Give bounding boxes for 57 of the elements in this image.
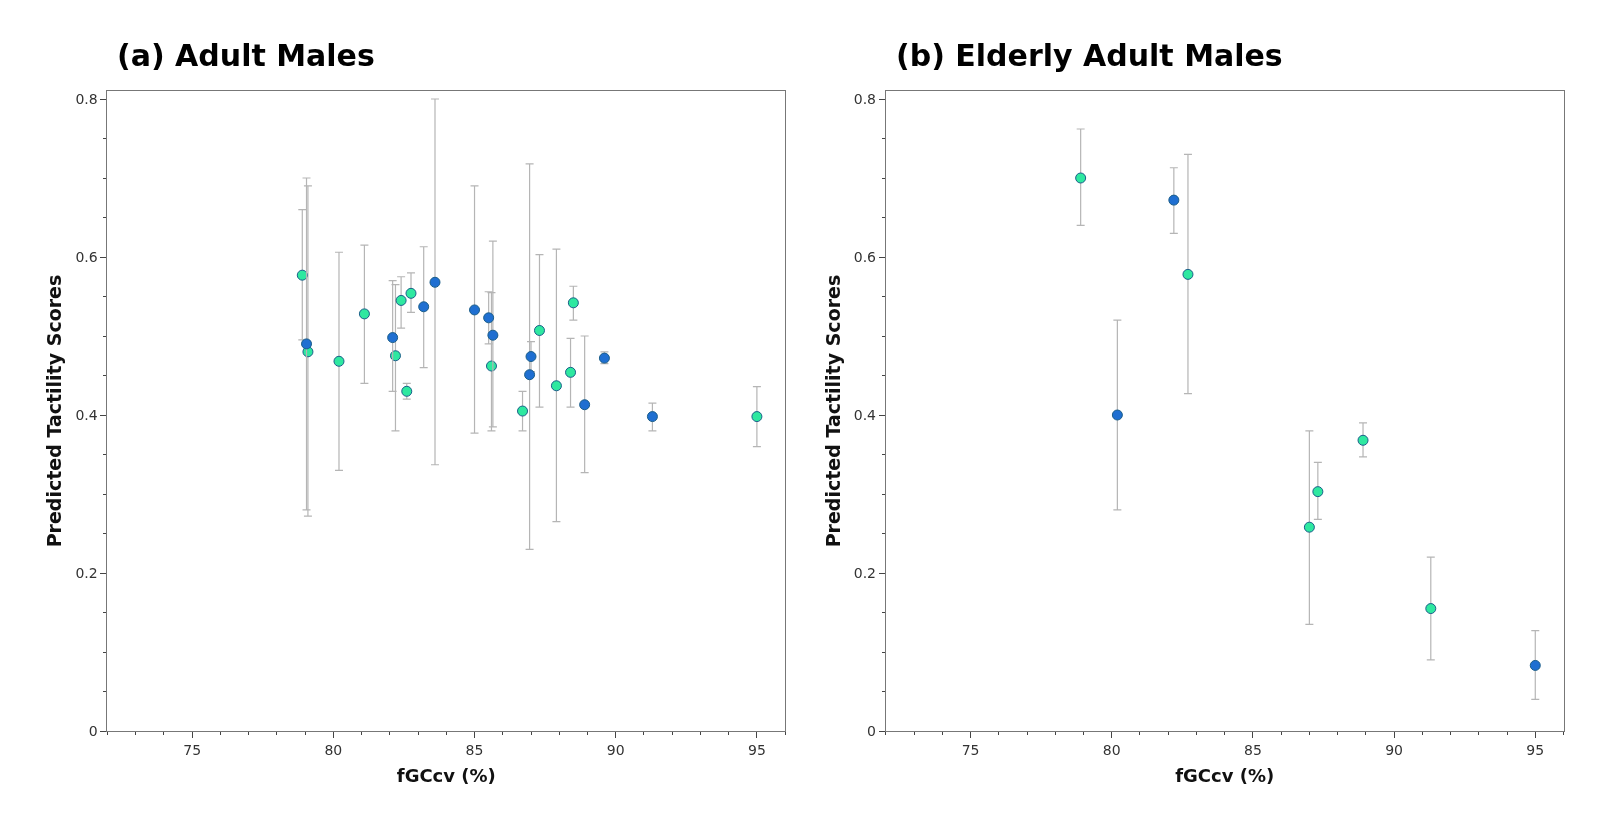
point	[1303, 521, 1315, 533]
x-axis-title: fGCcv (%)	[1175, 764, 1275, 786]
y-axis-title: Predicted Tactility Scores	[43, 274, 66, 548]
y-tick-label: 0.4	[75, 406, 98, 423]
point	[1529, 659, 1541, 671]
x-tick-label: 90	[1385, 741, 1404, 758]
point	[1111, 409, 1123, 421]
point	[418, 301, 430, 313]
point	[646, 411, 658, 423]
x-tick-label: 80	[1102, 741, 1121, 758]
y-tick-label: 0.8	[75, 90, 98, 107]
point	[550, 380, 562, 392]
point	[1075, 172, 1087, 184]
y-tick-label: 0	[88, 722, 98, 739]
point	[469, 304, 481, 316]
point	[483, 312, 495, 324]
point	[395, 294, 407, 306]
x-tick-label: 85	[1243, 741, 1262, 758]
x-axis-title: fGCcv (%)	[396, 764, 496, 786]
point	[301, 338, 313, 350]
point	[1182, 268, 1194, 280]
point	[567, 297, 579, 309]
x-tick-label: 95	[1526, 741, 1545, 758]
y-tick-label: 0	[867, 722, 877, 739]
point	[517, 405, 529, 417]
x-tick-label: 80	[324, 741, 343, 758]
y-tick-label: 0.8	[853, 90, 877, 107]
point	[1357, 434, 1369, 446]
y-tick-label: 0.4	[853, 406, 877, 423]
point	[405, 287, 417, 299]
point	[296, 269, 308, 281]
point	[565, 366, 577, 378]
point	[533, 324, 545, 336]
point	[429, 276, 441, 288]
point	[1312, 486, 1324, 498]
x-tick-label: 90	[606, 741, 625, 758]
point	[525, 351, 537, 363]
point	[524, 369, 536, 381]
point	[358, 308, 370, 320]
x-tick-label: 75	[961, 741, 980, 758]
y-tick-label: 0.6	[75, 248, 98, 265]
point	[333, 355, 345, 367]
x-tick-label: 95	[747, 741, 766, 758]
point	[751, 411, 763, 423]
y-tick-label: 0.6	[853, 248, 877, 265]
y-tick-label: 0.2	[853, 564, 877, 581]
y-tick-label: 0.2	[75, 564, 98, 581]
x-tick-label: 75	[183, 741, 202, 758]
point	[387, 332, 399, 344]
y-axis-title: Predicted Tactility Scores	[821, 274, 844, 548]
point	[1168, 194, 1180, 206]
point	[1425, 603, 1437, 615]
chart-title: (b) Elderly Adult Males	[896, 38, 1283, 73]
chart-title: (a) Adult Males	[117, 38, 375, 73]
point	[579, 399, 591, 411]
point	[487, 329, 499, 341]
x-tick-label: 85	[465, 741, 484, 758]
